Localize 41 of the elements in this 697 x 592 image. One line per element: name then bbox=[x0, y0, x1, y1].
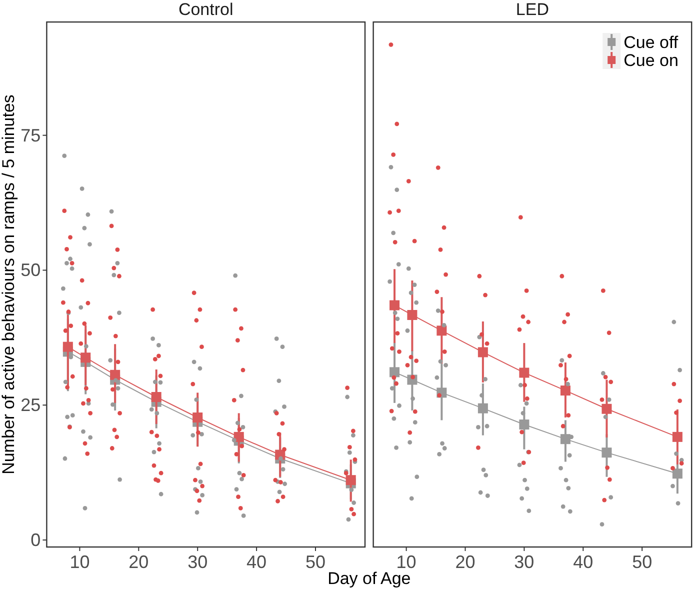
x-tick-label: 20 bbox=[455, 552, 476, 572]
x-axis-title: Day of Age bbox=[328, 569, 411, 588]
y-axis-title: Number of active behaviours on ramps / 5 minutes bbox=[0, 94, 18, 474]
x-tick-label: 40 bbox=[246, 552, 267, 572]
legend-label: Cue off bbox=[624, 33, 678, 52]
point bbox=[62, 342, 73, 352]
x-tick-label: 30 bbox=[188, 552, 208, 572]
point bbox=[560, 386, 570, 396]
point bbox=[478, 403, 488, 414]
chart-title: LED bbox=[516, 0, 549, 19]
point bbox=[602, 448, 612, 458]
point bbox=[602, 404, 612, 414]
point bbox=[151, 392, 162, 402]
x-tick-label: 10 bbox=[396, 552, 416, 572]
point bbox=[672, 432, 682, 442]
point bbox=[560, 434, 570, 444]
chart-title: Control bbox=[178, 0, 234, 19]
y-tick-label: 75 bbox=[20, 125, 41, 146]
x-tick-label: 50 bbox=[632, 552, 652, 572]
point bbox=[436, 326, 447, 336]
point bbox=[110, 370, 120, 380]
x-tick-label: 10 bbox=[70, 552, 90, 572]
x-tick-label: 40 bbox=[573, 552, 594, 572]
x-tick-label: 30 bbox=[514, 552, 534, 572]
point bbox=[672, 468, 682, 479]
point bbox=[80, 352, 91, 363]
y-tick-label: 50 bbox=[20, 260, 41, 280]
y-tick-label: 25 bbox=[20, 395, 41, 416]
point bbox=[234, 432, 244, 442]
legend-label: Cue on bbox=[624, 51, 678, 70]
point bbox=[519, 368, 530, 378]
point bbox=[390, 300, 400, 310]
y-tick-label: 0 bbox=[30, 530, 41, 550]
point bbox=[519, 420, 530, 430]
point bbox=[346, 475, 356, 486]
point bbox=[478, 347, 488, 358]
point bbox=[407, 310, 418, 320]
x-tick-label: 50 bbox=[305, 552, 326, 572]
point bbox=[192, 412, 203, 423]
point bbox=[390, 367, 400, 378]
x-tick-label: 20 bbox=[128, 552, 149, 572]
